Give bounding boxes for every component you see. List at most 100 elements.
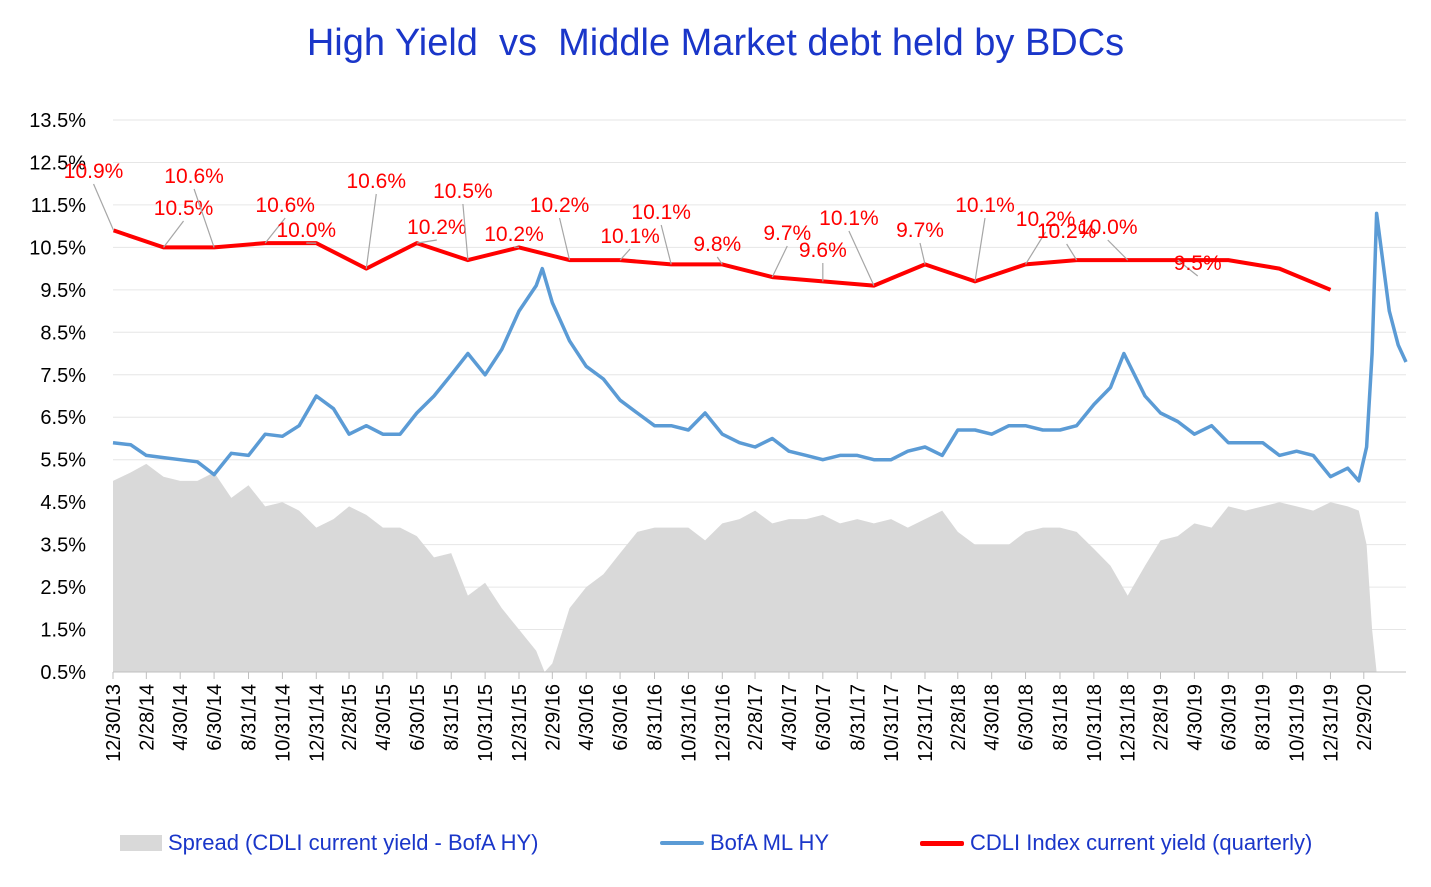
legend-label-hy: BofA ML HY	[710, 830, 830, 855]
data-label-leader	[264, 217, 286, 244]
x-tick-label: 8/31/16	[645, 684, 667, 751]
chart-plot: 13.5% 12.5% 11.5% 10.5% 9.5% 8.5% 7.5% 6.5% 5.5%…	[29, 110, 1408, 762]
cdli-data-label: 10.0%	[277, 219, 337, 242]
cdli-data-label: 10.2%	[1037, 220, 1097, 243]
cdli-data-label: 10.1%	[819, 207, 879, 230]
cdli-data-label: 10.5%	[433, 180, 493, 203]
cdli-data-label: 9.6%	[799, 239, 847, 262]
x-tick-label: 10/31/15	[475, 684, 497, 762]
legend-swatch-spread	[120, 835, 162, 851]
x-tick-label: 12/31/15	[509, 684, 531, 762]
x-tick-label: 6/30/17	[813, 684, 835, 751]
legend-label-cdli: CDLI Index current yield (quarterly)	[970, 830, 1313, 855]
x-tick-label: 12/31/19	[1321, 684, 1343, 762]
x-tick-label: 2/28/17	[745, 684, 767, 751]
cdli-data-label: 10.5%	[154, 197, 214, 220]
y-tick-label: 8.5%	[40, 322, 86, 344]
data-label-leader	[619, 248, 631, 261]
x-tick-label: 2/28/18	[948, 684, 970, 751]
data-label-leader	[462, 203, 469, 261]
data-label-leader	[919, 242, 926, 265]
spread-area	[113, 463, 1406, 672]
data-label-leader	[558, 217, 571, 261]
x-tick-label: 10/31/16	[678, 684, 700, 762]
cdli-data-label: 10.1%	[955, 194, 1015, 217]
y-tick-label: 0.5%	[40, 662, 86, 684]
cdli-data-label: 10.2%	[530, 194, 590, 217]
cdli-data-label: 10.6%	[346, 170, 406, 193]
x-tick-label: 8/31/15	[441, 684, 463, 751]
x-tick-label: 10/31/18	[1084, 684, 1106, 762]
y-tick-label: 4.5%	[40, 492, 86, 514]
data-label-leader	[365, 193, 377, 269]
data-label-leader	[163, 220, 185, 248]
legend-item-hy: BofA ML HY	[660, 830, 829, 856]
legend-swatch-cdli	[920, 840, 964, 846]
cdli-data-label: 9.5%	[1174, 252, 1222, 275]
x-tick-label: 6/30/19	[1218, 684, 1240, 751]
y-tick-label: 13.5%	[29, 110, 86, 132]
data-label-leader	[716, 256, 723, 265]
chart-title: High Yield vs Middle Market debt held by…	[306, 22, 1125, 64]
y-tick-label: 5.5%	[40, 450, 86, 472]
data-label-leader	[1066, 243, 1078, 261]
x-tick-label: 2/28/15	[339, 684, 361, 751]
x-tick-label: 10/31/19	[1287, 684, 1309, 762]
data-label-leader	[660, 224, 672, 265]
y-tick-label: 10.5%	[29, 237, 86, 259]
legend: Spread (CDLI current yield - BofA HY) Bo…	[0, 826, 1431, 866]
cdli-data-label: 10.6%	[164, 165, 224, 188]
data-label-leader	[1025, 231, 1047, 265]
x-tick-label: 8/31/19	[1253, 684, 1275, 751]
cdli-data-label: 10.2%	[1016, 208, 1076, 231]
cdli-data-label: 10.1%	[631, 201, 691, 224]
x-tick-label: 2/29/20	[1354, 684, 1376, 751]
cdli-data-label: 10.2%	[407, 216, 467, 239]
cdli-data-label: 9.7%	[896, 219, 944, 242]
x-tick-label: 8/31/17	[847, 684, 869, 751]
legend-label-spread: Spread (CDLI current yield - BofA HY)	[168, 830, 539, 855]
x-tick-label: 6/30/15	[407, 684, 429, 751]
x-tick-label: 10/31/14	[272, 684, 294, 762]
legend-item-spread: Spread (CDLI current yield - BofA HY)	[120, 830, 538, 856]
legend-swatch-hy	[660, 841, 704, 845]
x-tick-label: 2/28/14	[136, 684, 158, 751]
x-tick-label: 4/30/16	[576, 684, 598, 751]
x-tick-label: 12/31/14	[306, 684, 328, 762]
y-tick-label: 7.5%	[40, 365, 86, 387]
x-tick-label: 12/31/16	[712, 684, 734, 762]
x-tick-label: 2/28/19	[1151, 684, 1173, 751]
cdli-data-label: 10.2%	[484, 223, 544, 246]
x-tick-label: 2/29/16	[542, 684, 564, 751]
data-label-leader	[93, 183, 115, 231]
bofa-hy-line	[112, 211, 1408, 483]
x-tick-label: 4/30/14	[170, 684, 192, 751]
x-tick-label: 6/30/16	[610, 684, 632, 751]
data-label-leader	[1177, 259, 1199, 277]
x-tick-label: 4/30/18	[982, 684, 1004, 751]
data-label-leader	[193, 188, 215, 248]
y-tick-label: 11.5%	[31, 195, 86, 217]
x-tick-label: 6/30/14	[204, 684, 226, 751]
x-tick-label: 8/31/18	[1050, 684, 1072, 751]
x-tick-label: 8/31/14	[239, 684, 261, 751]
data-label-leader	[1107, 239, 1129, 261]
x-tick-label: 12/31/17	[915, 684, 937, 762]
legend-item-cdli: CDLI Index current yield (quarterly)	[920, 830, 1312, 856]
y-tick-label: 9.5%	[40, 280, 86, 302]
data-label-leader	[974, 217, 986, 282]
data-label-leader	[771, 245, 788, 278]
x-tick-label: 4/30/19	[1184, 684, 1206, 751]
x-tick-label: 6/30/18	[1016, 684, 1038, 751]
y-tick-label: 3.5%	[40, 535, 86, 557]
data-label-leader	[848, 230, 875, 286]
y-tick-label: 12.5%	[29, 152, 86, 174]
cdli-data-label: 9.7%	[763, 222, 811, 245]
y-tick-label: 1.5%	[40, 620, 86, 642]
x-tick-label: 10/31/17	[881, 684, 903, 762]
cdli-data-label: 10.9%	[64, 160, 124, 183]
x-tick-label: 4/30/17	[779, 684, 801, 751]
cdli-data-label: 10.6%	[255, 194, 315, 217]
x-tick-label: 4/30/15	[373, 684, 395, 751]
cdli-data-label: 10.1%	[600, 225, 660, 248]
